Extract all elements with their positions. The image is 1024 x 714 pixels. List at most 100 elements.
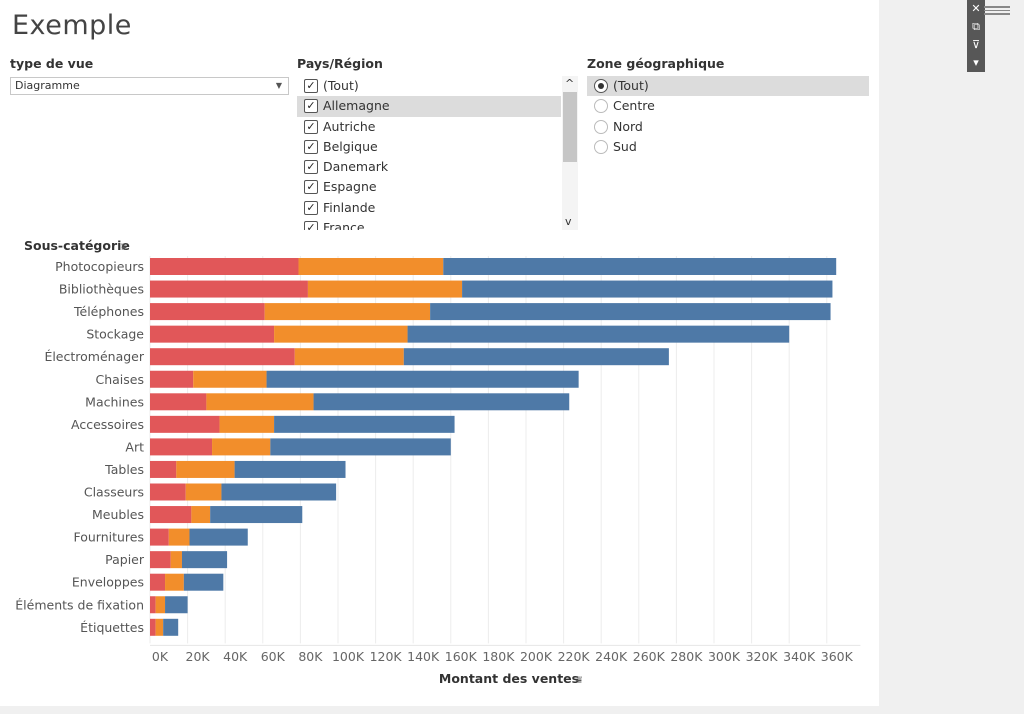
bar-segment[interactable] bbox=[210, 506, 303, 524]
bar-segment[interactable] bbox=[150, 370, 194, 388]
zone-option[interactable]: Centre bbox=[587, 96, 869, 116]
country-option-label: Danemark bbox=[323, 159, 389, 175]
x-axis-sort-icon[interactable]: ⩸ bbox=[576, 675, 582, 686]
bar-segment[interactable] bbox=[150, 393, 207, 411]
category-label: Meubles bbox=[92, 507, 144, 522]
checkbox-checked-icon[interactable]: ✓ bbox=[304, 139, 318, 154]
country-option[interactable]: ✓ Autriche bbox=[297, 117, 561, 137]
bar-segment[interactable] bbox=[219, 415, 275, 433]
scrollbar-thumb[interactable] bbox=[563, 92, 577, 162]
country-option[interactable]: ✓ Allemagne bbox=[297, 96, 561, 117]
bar-segment[interactable] bbox=[150, 438, 213, 456]
bar-segment[interactable] bbox=[274, 325, 408, 343]
checkbox-checked-icon[interactable]: ✓ bbox=[304, 180, 318, 195]
bar-segment[interactable] bbox=[150, 551, 171, 569]
radio-empty-icon[interactable] bbox=[594, 99, 608, 114]
sort-icon[interactable]: ⩸ bbox=[121, 242, 127, 253]
bar-segment[interactable] bbox=[270, 438, 451, 456]
bar-segment[interactable] bbox=[150, 483, 186, 501]
bar-segment[interactable] bbox=[206, 393, 314, 411]
bar-segment[interactable] bbox=[407, 325, 790, 343]
bar-segment[interactable] bbox=[185, 483, 222, 501]
bar-segment[interactable] bbox=[193, 370, 267, 388]
view-type-dropdown[interactable]: Diagramme ▼ bbox=[10, 77, 289, 95]
bar-segment[interactable] bbox=[212, 438, 271, 456]
zone-option[interactable]: (Tout) bbox=[587, 76, 869, 97]
country-option[interactable]: ✓ France bbox=[297, 218, 561, 230]
bar-segment[interactable] bbox=[168, 528, 190, 546]
bar-segment[interactable] bbox=[150, 415, 220, 433]
bar-segment[interactable] bbox=[307, 280, 463, 298]
country-list-scrollbar[interactable]: ^ v bbox=[562, 76, 578, 230]
bar-segment[interactable] bbox=[298, 258, 444, 275]
radio-empty-icon[interactable] bbox=[594, 139, 608, 154]
bar-segment[interactable] bbox=[266, 370, 579, 388]
country-option-label: Belgique bbox=[323, 138, 378, 154]
popout-icon[interactable]: ⧉ bbox=[972, 20, 980, 33]
country-option[interactable]: ✓ Finlande bbox=[297, 198, 561, 218]
bar-segment[interactable] bbox=[176, 460, 235, 478]
x-axis-ticks: 0K 20K 40K 60K 80K 100K 120K 140K 160K 180K 200K 22… bbox=[152, 649, 854, 664]
x-tick-label: 180K bbox=[482, 649, 515, 664]
bar-segment[interactable] bbox=[430, 303, 831, 321]
bar-segment[interactable] bbox=[150, 325, 275, 343]
bar-segment[interactable] bbox=[274, 415, 455, 433]
bar-segment[interactable] bbox=[234, 460, 346, 478]
x-tick-label: 200K bbox=[520, 649, 553, 664]
checkbox-checked-icon[interactable]: ✓ bbox=[304, 79, 318, 93]
checkbox-checked-icon[interactable]: ✓ bbox=[304, 99, 318, 114]
bar-segment[interactable] bbox=[150, 506, 192, 524]
x-tick-label: 80K bbox=[298, 649, 323, 664]
bar-segment[interactable] bbox=[313, 393, 570, 411]
checkbox-checked-icon[interactable]: ✓ bbox=[304, 221, 318, 230]
bar-segment[interactable] bbox=[170, 551, 182, 569]
scroll-up-icon[interactable]: ^ bbox=[565, 77, 575, 90]
bar-segment[interactable] bbox=[150, 573, 166, 591]
close-icon[interactable]: ✕ bbox=[971, 2, 981, 15]
bar-segment[interactable] bbox=[294, 348, 404, 366]
country-option[interactable]: ✓ Danemark bbox=[297, 157, 561, 177]
country-option-label: Autriche bbox=[323, 118, 376, 134]
bar-segment[interactable] bbox=[150, 460, 177, 478]
bar-segment[interactable] bbox=[462, 280, 833, 298]
checkbox-checked-icon[interactable]: ✓ bbox=[304, 200, 318, 215]
country-option[interactable]: ✓ Belgique bbox=[297, 137, 561, 157]
bar-segment[interactable] bbox=[264, 303, 431, 321]
zone-option[interactable]: Sud bbox=[587, 137, 869, 157]
bar-segment[interactable] bbox=[165, 596, 188, 614]
bar-segment[interactable] bbox=[150, 618, 156, 636]
view-type-value: Diagramme bbox=[15, 79, 80, 92]
checkbox-checked-icon[interactable]: ✓ bbox=[304, 119, 318, 134]
bar-segment[interactable] bbox=[183, 573, 224, 591]
bar-segment[interactable] bbox=[150, 528, 169, 546]
zone-option[interactable]: Nord bbox=[587, 117, 869, 137]
checkbox-checked-icon[interactable]: ✓ bbox=[304, 160, 318, 175]
bar-segment[interactable] bbox=[155, 596, 166, 614]
country-option[interactable]: ✓ Espagne bbox=[297, 177, 561, 197]
bar-segment[interactable] bbox=[189, 528, 248, 546]
bar-segment[interactable] bbox=[443, 258, 837, 275]
radio-empty-icon[interactable] bbox=[594, 119, 608, 134]
bar-segment[interactable] bbox=[191, 506, 211, 524]
bar-segment[interactable] bbox=[221, 483, 337, 501]
bar-segment[interactable] bbox=[165, 573, 184, 591]
x-tick-label: 0K bbox=[152, 649, 169, 664]
bar-segment[interactable] bbox=[155, 618, 164, 636]
radio-selected-icon[interactable] bbox=[594, 79, 608, 93]
bar-segment[interactable] bbox=[150, 303, 265, 321]
country-option-label: France bbox=[323, 220, 365, 230]
bar-segment[interactable] bbox=[181, 551, 228, 569]
scroll-down-icon[interactable]: v bbox=[565, 215, 572, 228]
filter-icon[interactable]: ⊽ bbox=[971, 38, 981, 51]
menu-lines-icon[interactable] bbox=[984, 4, 1010, 15]
bar-segment[interactable] bbox=[403, 348, 669, 366]
country-option[interactable]: ✓ (Tout) bbox=[297, 76, 561, 96]
bar-segment[interactable] bbox=[163, 618, 179, 636]
bar-segment[interactable] bbox=[150, 280, 308, 298]
bar-segment[interactable] bbox=[150, 596, 156, 614]
category-label: Fournitures bbox=[73, 530, 144, 545]
dropdown-icon[interactable]: ▾ bbox=[973, 56, 979, 69]
bar-segment[interactable] bbox=[150, 258, 299, 275]
category-label: Enveloppes bbox=[72, 575, 144, 590]
bar-segment[interactable] bbox=[150, 348, 295, 366]
